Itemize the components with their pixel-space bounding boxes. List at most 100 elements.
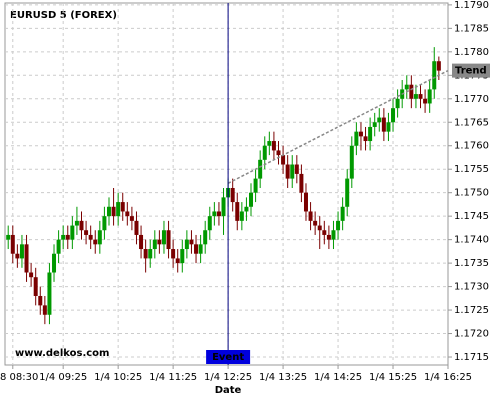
candle-body (317, 225, 322, 231)
candle-body (161, 230, 166, 245)
candle-body (281, 155, 286, 165)
candle-body (42, 305, 47, 315)
y-tick-label: 1.1735 (454, 258, 489, 269)
candle-body (52, 253, 57, 273)
candle-body (404, 84, 409, 90)
candle-body (171, 249, 176, 259)
trend-line (227, 69, 449, 184)
candle-body (409, 84, 414, 99)
candle-body (368, 126, 373, 142)
candle-body (418, 94, 423, 99)
candle-body (377, 117, 382, 123)
trend-label: Trend (455, 66, 487, 77)
watermark: www.delkos.com (15, 348, 109, 359)
candle-body (152, 239, 157, 250)
candle-body (253, 178, 258, 193)
candle-body (349, 145, 354, 179)
candle-body (313, 220, 318, 226)
candle-body (129, 216, 134, 221)
event-label: Event (212, 352, 244, 363)
candle-body (363, 136, 368, 142)
candle-body (331, 230, 336, 240)
candle-body (15, 253, 20, 259)
candle-body (276, 150, 281, 156)
candle-body (436, 61, 441, 71)
candle-body (29, 272, 34, 278)
candle-body (326, 234, 331, 240)
candle-body (116, 202, 121, 217)
candle-body (249, 192, 254, 207)
candle-body (93, 239, 98, 245)
candle-body (244, 206, 249, 212)
candle-body (354, 131, 359, 146)
candle-body (84, 230, 89, 235)
candle-body (258, 159, 263, 179)
candle-body (358, 131, 363, 137)
candle-body (24, 244, 29, 273)
candle-body (148, 249, 153, 259)
candle-body (285, 164, 290, 179)
candle-body (340, 206, 345, 221)
candle-body (106, 206, 111, 217)
candle-body (184, 239, 189, 250)
candle-body (290, 164, 295, 179)
candle-body (65, 234, 70, 240)
candle-body (372, 122, 377, 127)
candle-body (294, 164, 299, 174)
candle-body (56, 239, 61, 254)
candle-body (61, 234, 66, 240)
x-tick-label: 1/4 15:25 (369, 372, 417, 383)
x-axis-label: Date (215, 385, 242, 396)
candle-body (212, 211, 217, 217)
candle-body (97, 230, 102, 245)
candle-body (79, 220, 84, 231)
candle-body (308, 211, 313, 221)
candle-body (120, 202, 125, 212)
candle-body (157, 239, 162, 245)
x-tick-label: 1/4 09:25 (39, 372, 87, 383)
y-tick-label: 1.1755 (454, 164, 489, 175)
y-tick-label: 1.1760 (454, 141, 489, 152)
candle-body (381, 117, 386, 132)
candle-body (345, 178, 350, 207)
candle-body (125, 211, 130, 217)
y-tick-label: 1.1730 (454, 282, 489, 293)
candle-body (180, 249, 185, 264)
y-tick-label: 1.1745 (454, 211, 489, 222)
candle-body (166, 230, 171, 250)
candle-body (271, 141, 276, 151)
candle-body (216, 211, 221, 217)
x-tick-label: 8 08:30 (0, 372, 38, 383)
candle-body (423, 98, 428, 104)
candle-body (38, 295, 43, 306)
y-tick-label: 1.1720 (454, 329, 489, 340)
candle-body (139, 234, 144, 250)
y-tick-label: 1.1770 (454, 94, 489, 105)
y-tick-label: 1.1765 (454, 117, 489, 128)
candle-body (432, 61, 437, 90)
event-label-box (206, 350, 251, 364)
candle-body (386, 122, 391, 132)
candle-body (391, 108, 396, 123)
candle-body (102, 216, 107, 231)
y-tick-label: 1.1715 (454, 352, 489, 363)
candle-body (267, 141, 272, 146)
candle-body (299, 173, 304, 193)
candle-body (221, 197, 226, 217)
candle-body (198, 244, 203, 254)
candle-body (322, 230, 327, 235)
candle-body (336, 220, 341, 231)
candle-body (262, 145, 267, 160)
candle-body (111, 206, 116, 217)
y-tick-label: 1.1790 (454, 0, 489, 11)
candle-body (134, 220, 139, 235)
y-tick-label: 1.1740 (454, 235, 489, 246)
candle-body (239, 211, 244, 221)
candle-body (230, 187, 235, 203)
candle-body (143, 249, 148, 259)
candle-body (413, 94, 418, 99)
candle-body (203, 230, 208, 245)
x-tick-label: 1/4 14:25 (314, 372, 362, 383)
y-tick-label: 1.1780 (454, 47, 489, 58)
